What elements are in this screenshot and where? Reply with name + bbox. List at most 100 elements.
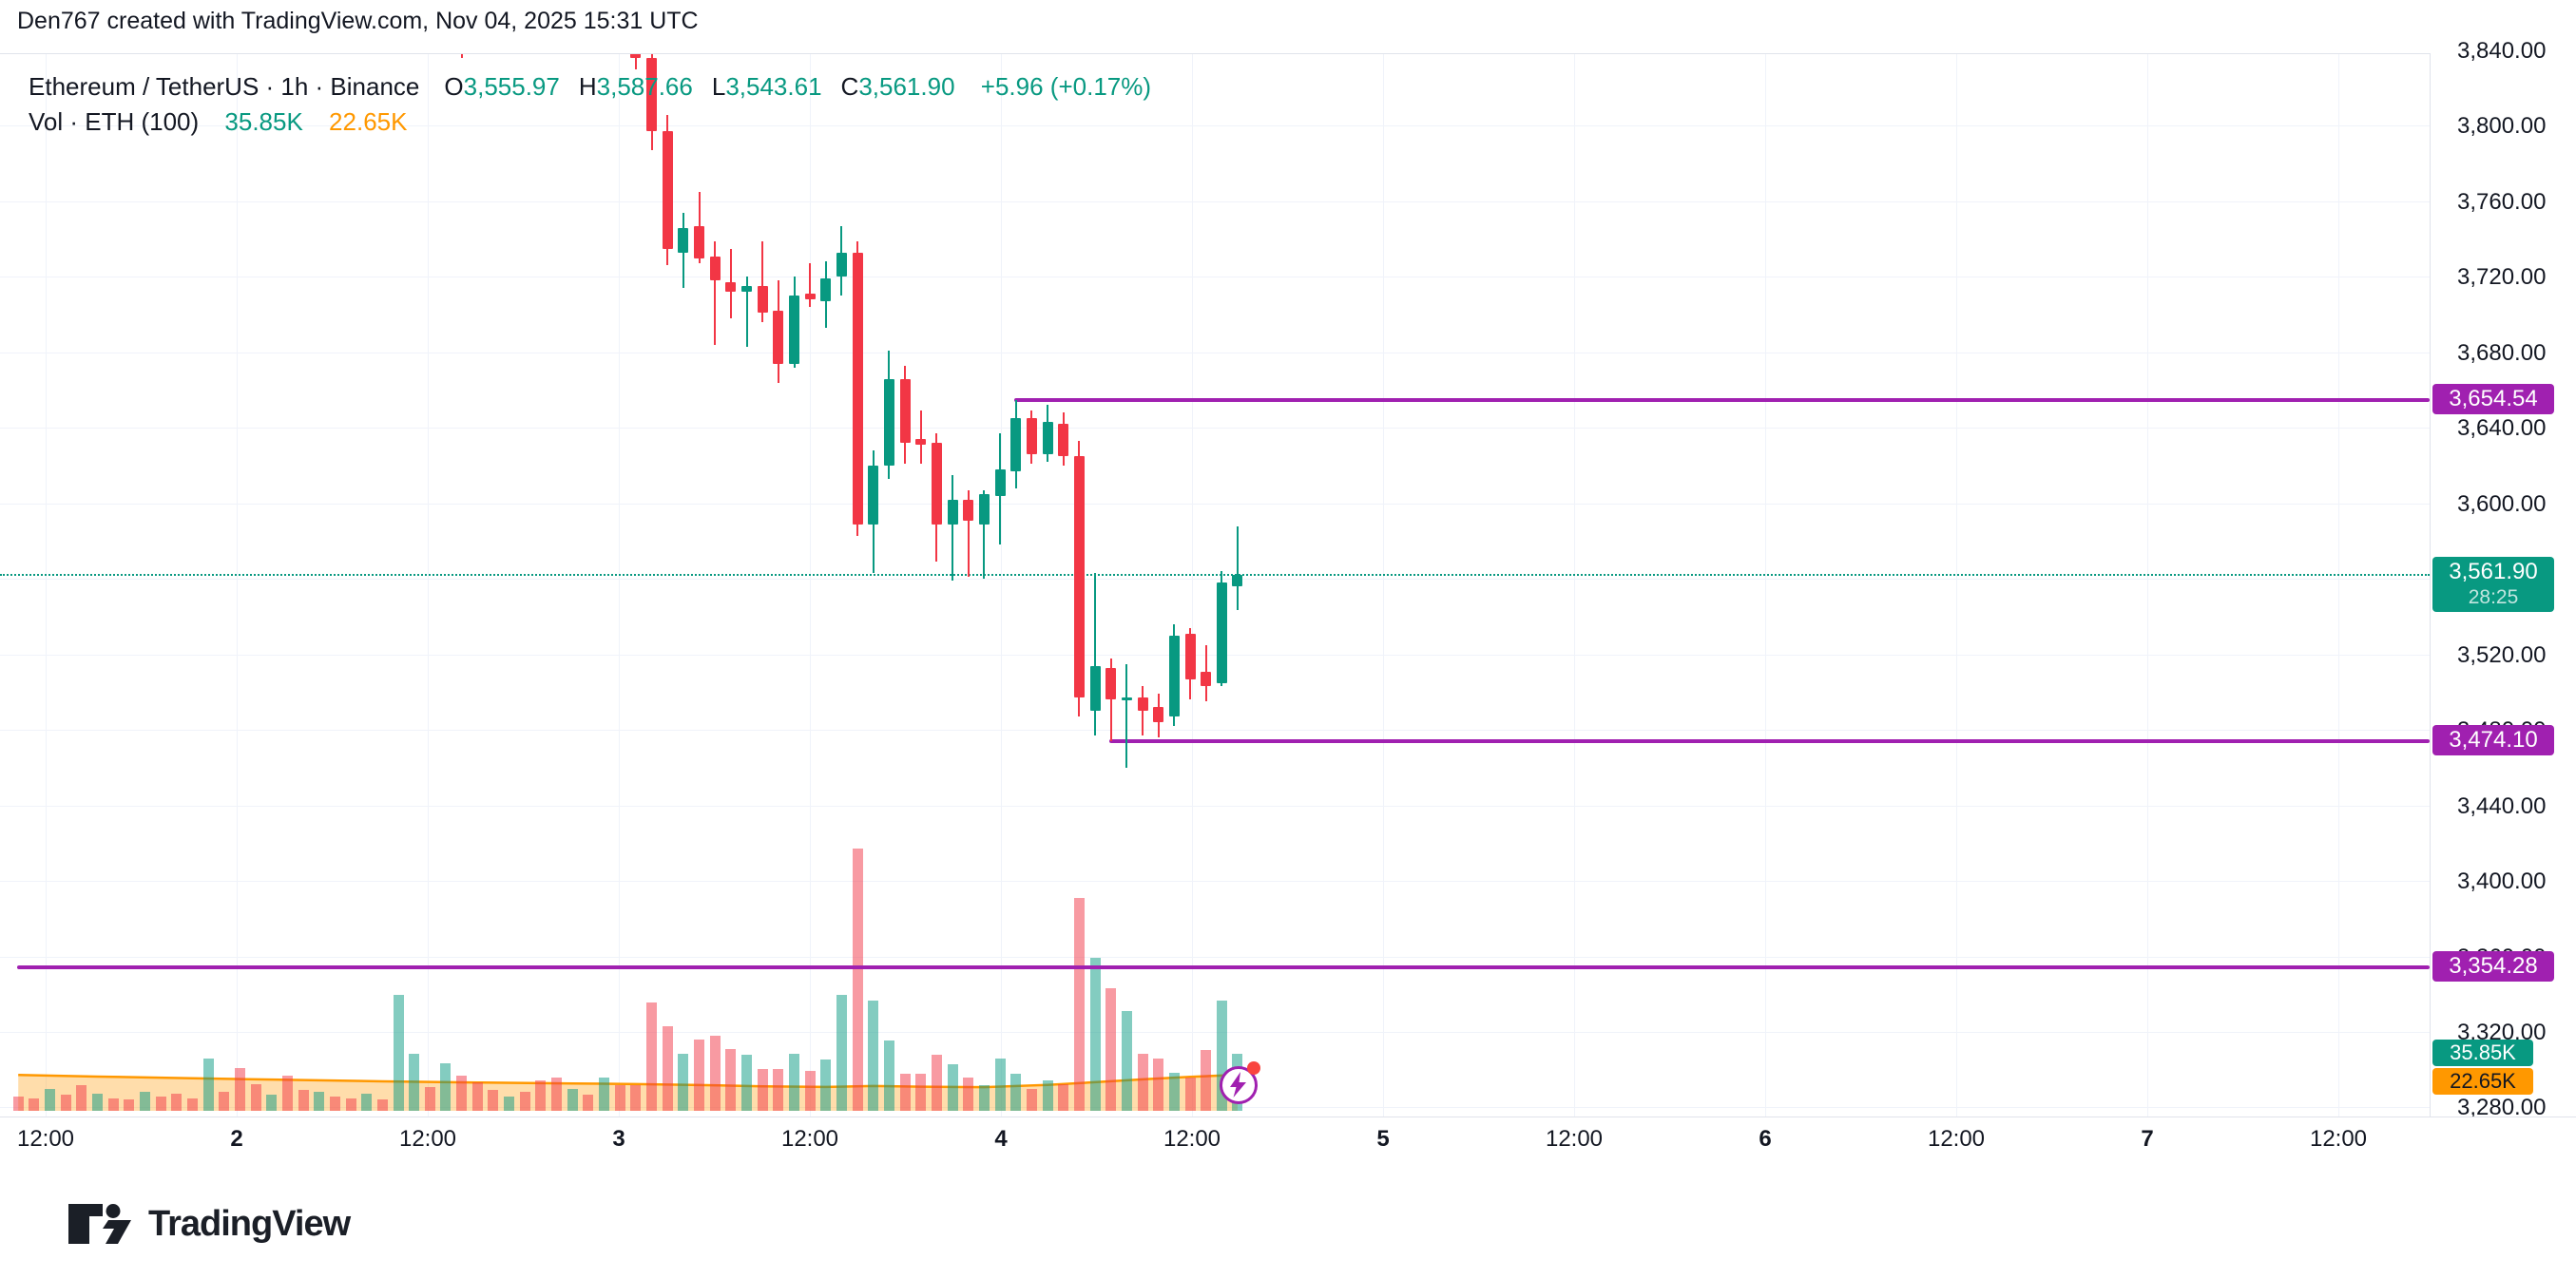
price-axis[interactable]: 3,840.00 3,800.00 3,760.00 3,720.00 3,680.00…: [2430, 38, 2576, 1120]
candle-wick: [952, 474, 954, 582]
volume-bar: [44, 1088, 55, 1111]
clipped-candle-wick: [460, 54, 463, 58]
ohlc-h: H3,587.66: [578, 72, 693, 101]
volume-bar: [314, 1091, 325, 1111]
candle-body: [694, 225, 705, 258]
volume-bar: [456, 1076, 468, 1111]
lightning-icon: [1230, 1072, 1246, 1098]
candle-body: [820, 278, 832, 302]
candle-body: [1026, 418, 1037, 455]
candle-body: [868, 466, 879, 525]
volume-bar: [345, 1098, 356, 1111]
time-tick-label: 12:00: [1163, 1126, 1221, 1152]
volume-bar: [1042, 1080, 1053, 1111]
price-gridline: [0, 428, 2430, 430]
time-gridline: [46, 54, 47, 1117]
watermark-text: Den767 created with TradingView.com, Nov…: [17, 8, 699, 34]
volume-bar: [376, 1099, 388, 1111]
volume-bar: [1121, 1010, 1132, 1111]
ohlc-l: L3,543.61: [711, 72, 822, 101]
candle-body: [646, 57, 658, 132]
volume-bar: [266, 1095, 278, 1111]
level-price-badge: 3,654.54: [2432, 384, 2554, 415]
volume-value-badge: 35.85K: [2432, 1040, 2533, 1066]
price-gridline: [0, 503, 2430, 505]
candle-body: [899, 378, 911, 444]
time-gridline: [1574, 54, 1575, 1117]
candle-body: [978, 493, 990, 525]
volume-value: 35.85K: [224, 107, 303, 136]
price-tick-label: 3,800.00: [2457, 113, 2547, 140]
volume-bar: [234, 1067, 245, 1111]
candle-body: [915, 439, 927, 446]
candle-body: [1073, 456, 1085, 698]
volume-bar: [1201, 1050, 1212, 1111]
candle-body: [804, 294, 816, 300]
price-tick-label: 3,280.00: [2457, 1095, 2547, 1121]
time-gridline: [810, 54, 811, 1117]
volume-bar: [60, 1095, 71, 1111]
volume-bar: [852, 848, 863, 1111]
price-gridline: [0, 579, 2430, 581]
volume-bar: [1153, 1058, 1164, 1111]
notification-dot: [1247, 1061, 1260, 1075]
price-gridline: [0, 200, 2430, 202]
candle-body: [789, 296, 799, 364]
candle-body: [963, 499, 974, 521]
volume-bar: [804, 1071, 816, 1111]
volume-bar: [409, 1053, 420, 1111]
volume-bar: [978, 1085, 990, 1111]
candle-body: [773, 311, 784, 364]
candle-body: [1042, 422, 1053, 455]
legend-volume-row[interactable]: Vol · ETH (100) 35.85K 22.65K: [29, 105, 1151, 140]
price-gridline: [0, 125, 2430, 127]
volume-ma-badge: 22.65K: [2432, 1068, 2533, 1095]
ohlc-c: C3,561.90: [840, 72, 955, 101]
candle-body: [757, 286, 768, 314]
volume-bar: [298, 1090, 309, 1111]
price-gridline: [0, 1107, 2430, 1109]
time-gridline: [1001, 54, 1002, 1117]
price-tick-label: 3,520.00: [2457, 641, 2547, 668]
volume-bar: [709, 1036, 721, 1111]
legend-symbol-row[interactable]: Ethereum / TetherUS · 1h · Binance O3,555…: [29, 69, 1151, 105]
volume-bar: [599, 1077, 610, 1111]
volume-ma-value: 22.65K: [329, 107, 408, 136]
tradingview-logo[interactable]: TradingView: [67, 1202, 351, 1246]
time-axis[interactable]: 12:00 2 12:00 3 12:00 4 12:00 5 12:00 6 12:00 7 12:0…: [0, 1117, 2576, 1163]
candle-wick: [919, 410, 922, 465]
time-gridline: [428, 54, 429, 1117]
volume-bar: [583, 1095, 594, 1111]
candle-body: [1121, 697, 1132, 701]
candle-body: [1232, 575, 1243, 587]
volume-bar: [124, 1099, 135, 1111]
candle-wick: [1109, 658, 1112, 741]
volume-bar: [519, 1091, 530, 1111]
volume-bar: [1089, 958, 1101, 1111]
legend: Ethereum / TetherUS · 1h · Binance O3,555…: [29, 69, 1151, 140]
volume-bar: [361, 1093, 373, 1111]
time-gridline: [619, 54, 620, 1117]
volume-bar: [994, 1058, 1006, 1111]
volume-bar: [915, 1074, 927, 1111]
price-pane[interactable]: Ethereum / TetherUS · 1h · Binance O3,555…: [0, 53, 2430, 1117]
volume-bar: [12, 1096, 24, 1111]
price-tick-label: 3,720.00: [2457, 264, 2547, 291]
volume-bar: [424, 1086, 435, 1111]
market-status-button[interactable]: [1220, 1066, 1258, 1104]
volume-bar: [471, 1081, 483, 1111]
time-tick-label: 12:00: [1927, 1126, 1986, 1152]
volume-bar: [931, 1055, 942, 1111]
candle-wick: [983, 489, 986, 580]
candle-body: [1105, 667, 1117, 700]
volume-bar: [757, 1069, 768, 1111]
volume-bar: [662, 1026, 673, 1111]
candle-body: [1058, 424, 1069, 457]
volume-bar: [1073, 897, 1085, 1111]
candle-body: [1137, 697, 1148, 712]
volume-bar: [1137, 1053, 1148, 1111]
time-tick-label: 12:00: [2309, 1126, 2368, 1152]
volume-bar: [440, 1062, 452, 1111]
current-price-badge: 3,561.90 28:25: [2432, 557, 2554, 613]
ohlc-o: O3,555.97: [444, 72, 560, 101]
